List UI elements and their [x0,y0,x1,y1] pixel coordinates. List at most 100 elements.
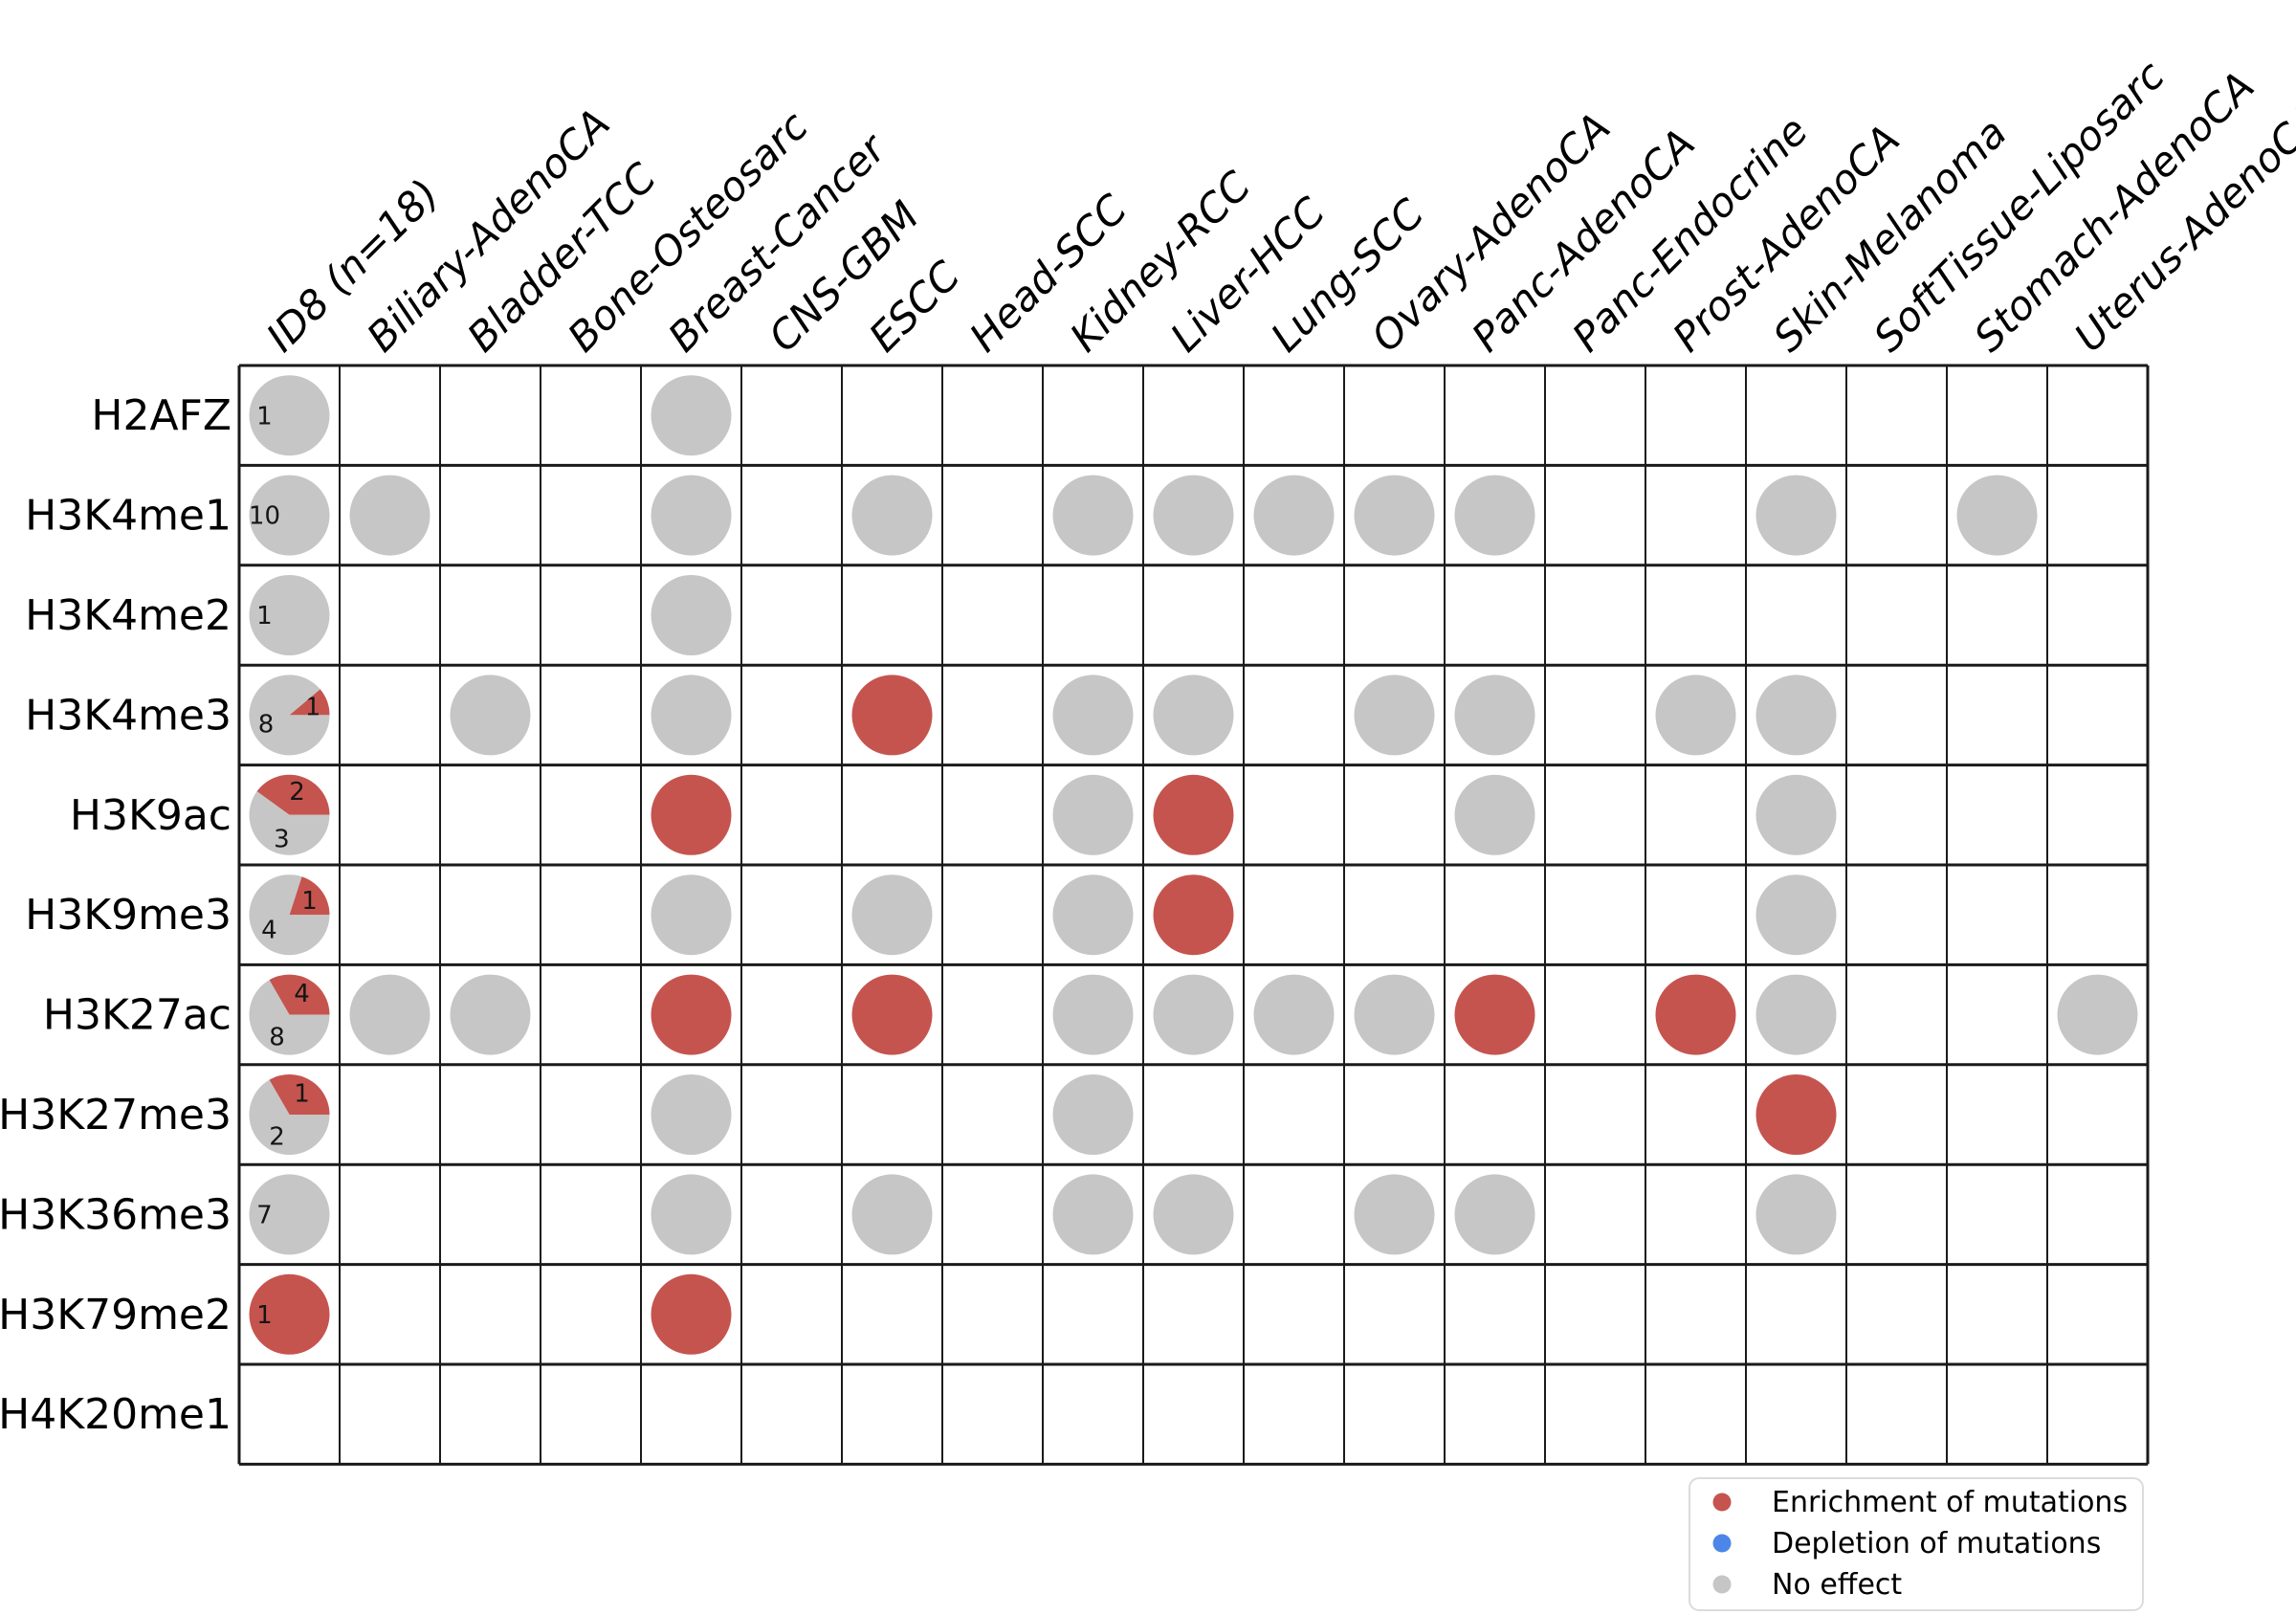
no-effect-circle [651,1174,732,1255]
no-effect-circle [1755,1174,1837,1255]
row-label: H3K79me2 [0,1291,232,1339]
pie-count-label: 1 [256,602,273,631]
no-effect-circle [1052,974,1134,1055]
pie-count-label: 4 [261,917,277,945]
no-effect-circle [1253,475,1335,556]
row-label: H3K27me3 [0,1091,232,1139]
pie-chart: 1 [249,1273,330,1355]
pie-count-label: 2 [289,778,305,807]
no-effect-circle [651,475,732,556]
pie-chart: 1 [249,375,330,456]
pie-segment [249,980,330,1055]
enrichment-circle [651,774,732,855]
no-effect-circle [349,475,430,556]
enrichment-circle [1755,1074,1837,1155]
pie-count-label: 1 [305,694,321,722]
no-effect-circle [1454,774,1535,855]
legend-dot-enrichment [1712,1493,1732,1512]
no-effect-circle [651,575,732,655]
no-effect-circle [851,475,933,556]
enrichment-circle [851,974,933,1055]
pie-segment [269,1074,330,1115]
pie-full-segment [249,375,330,456]
no-effect-circle [651,1074,732,1155]
no-effect-circle [1153,974,1234,1055]
pie-count-label: 8 [269,1023,285,1051]
enrichment-circle [651,1273,732,1355]
enrichment-circle [1454,974,1535,1055]
legend-label-enrichment: Enrichment of mutations [1772,1486,2128,1519]
pie-segment [249,675,330,756]
pie-segment [289,876,330,916]
no-effect-circle [450,974,531,1055]
no-effect-circle [1354,974,1435,1055]
no-effect-circle [1755,974,1837,1055]
pie-chart: 7 [249,1174,330,1255]
no-effect-circle [1052,874,1134,956]
no-effect-circle [1655,675,1736,756]
pie-segment [289,689,330,716]
row-label: H2AFZ [91,391,232,440]
no-effect-circle [651,375,732,456]
row-label: H3K9ac [70,791,232,840]
row-label: H3K4me2 [25,591,232,640]
no-effect-circle [851,1174,933,1255]
no-effect-circle [349,974,430,1055]
no-effect-circle [1454,475,1535,556]
no-effect-circle [1052,475,1134,556]
no-effect-circle [1052,1174,1134,1255]
pie-segment [256,774,330,815]
no-effect-circle [851,874,933,956]
legend-label-no-effect: No effect [1772,1568,1902,1602]
row-label: H3K36me3 [0,1190,232,1239]
no-effect-circle [651,675,732,756]
pie-chart: 23 [249,774,330,855]
legend-box [1689,1477,2144,1611]
no-effect-circle [1253,974,1335,1055]
pie-chart: 48 [249,974,330,1055]
enrichment-circle [1153,874,1234,956]
pie-count-label: 3 [274,826,290,854]
pie-count-label: 2 [269,1123,285,1152]
pie-full-segment [249,575,330,655]
no-effect-circle [651,874,732,956]
pie-full-segment [249,475,330,556]
no-effect-circle [1153,675,1234,756]
row-label: H4K20me1 [0,1390,232,1439]
no-effect-circle [1755,475,1837,556]
no-effect-circle [1755,874,1837,956]
no-effect-circle [1956,475,2038,556]
enrichment-circle [851,675,933,756]
pie-count-label: 1 [256,402,273,431]
pie-count-label: 4 [294,980,310,1008]
pie-count-label: 1 [294,1080,310,1109]
no-effect-circle [1755,774,1837,855]
enrichment-circle [1655,974,1736,1055]
pie-full-segment [249,1174,330,1255]
legend-dot-no-effect [1712,1575,1732,1594]
pie-count-label: 10 [249,502,280,531]
no-effect-circle [2057,974,2138,1055]
no-effect-circle [1755,675,1837,756]
enrichment-circle [651,974,732,1055]
no-effect-circle [1052,774,1134,855]
no-effect-circle [1052,675,1134,756]
row-labels: H2AFZ H3K4me1 H3K4me2 H3K4me3 H3K9ac H3K9me3 H… [0,391,232,1439]
no-effect-circle [450,675,531,756]
pie-segment [249,791,330,855]
pie-count-label: 1 [256,1301,273,1330]
pie-segment [249,1079,330,1155]
pie-full-segment [249,1273,330,1355]
grid-lines [237,364,2150,1466]
legend-label-depletion: Depletion of mutations [1772,1527,2101,1560]
no-effect-circle [1153,475,1234,556]
pie-chart: 18 [249,675,330,756]
pie-count-label: 7 [256,1202,273,1230]
no-effect-circle [1354,475,1435,556]
pie-count-label: 1 [301,887,318,916]
no-effect-circle [1454,675,1535,756]
row-label: H3K4me3 [25,691,232,740]
